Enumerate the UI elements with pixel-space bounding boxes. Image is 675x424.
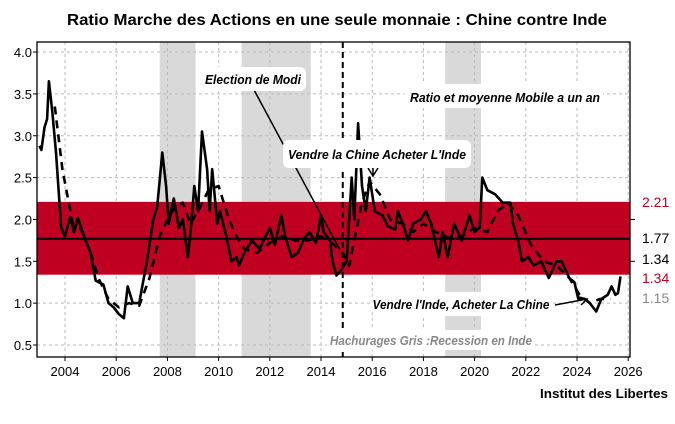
- modi-label-box: [200, 67, 306, 91]
- right-label: 1.77: [642, 230, 669, 246]
- right-label: 1.15: [642, 290, 669, 306]
- right-label: 1.34: [642, 270, 669, 286]
- x-tick-label: 2006: [102, 364, 131, 379]
- legend-label-box: [405, 84, 603, 108]
- x-tick-label: 2012: [255, 364, 284, 379]
- y-tick-label: 3.5: [14, 87, 32, 102]
- x-tick-label: 2014: [307, 364, 336, 379]
- y-tick-label: 4.0: [14, 45, 32, 60]
- source-label: Institut des Libertes: [540, 386, 668, 401]
- recession-shade: [241, 42, 311, 357]
- y-tick-label: 2.5: [14, 171, 32, 186]
- x-tick-label: 2018: [409, 364, 438, 379]
- x-tick-label: 2004: [51, 364, 80, 379]
- sell-india-label: Vendre l'Inde, Acheter La Chine: [373, 298, 550, 312]
- ratio-line: [38, 80, 622, 320]
- sell-china-label-box: [283, 140, 471, 168]
- sell-india-arrow: [554, 296, 589, 306]
- y-tick-label: 2.0: [14, 212, 32, 227]
- sell-india-label-box: [372, 292, 550, 316]
- right-label: 2.21: [642, 194, 669, 210]
- x-tick-label: 2024: [563, 364, 592, 379]
- y-tick-label: 1.5: [14, 254, 32, 269]
- moving-average-line: [53, 106, 611, 309]
- x-tick-label: 2020: [460, 364, 489, 379]
- x-tick-label: 2022: [511, 364, 540, 379]
- y-tick-label: 3.0: [14, 129, 32, 144]
- recession-note-box: [327, 330, 533, 350]
- y-tick-label: 1.0: [14, 296, 32, 311]
- y-tick-label: 0.5: [14, 338, 32, 353]
- modi-label: Election de Modi: [205, 73, 302, 87]
- x-tick-label: 2026: [614, 364, 643, 379]
- recession-note: Hachurages Gris :Recession en Inde: [330, 334, 532, 348]
- x-tick-label: 2016: [358, 364, 387, 379]
- x-tick-label: 2010: [204, 364, 233, 379]
- right-label: 1.34: [642, 251, 669, 267]
- recession-shade: [159, 42, 196, 357]
- chart-title: Ratio Marche des Actions en une seule mo…: [67, 12, 607, 29]
- x-tick-label: 2008: [153, 364, 182, 379]
- sell-china-label: Vendre la Chine Acheter L'Inde: [288, 148, 466, 162]
- modi-arrow: [252, 87, 341, 251]
- plot-frame: [36, 41, 631, 358]
- legend-label: Ratio et moyenne Mobile a un an: [410, 91, 600, 105]
